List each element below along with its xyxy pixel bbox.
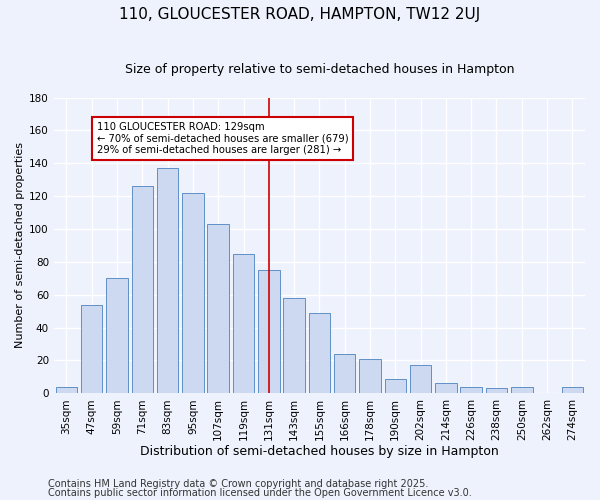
Bar [233,254,254,394]
Bar [131,186,153,394]
Bar [308,313,330,394]
Bar [182,193,203,394]
Text: 110, GLOUCESTER ROAD, HAMPTON, TW12 2UJ: 110, GLOUCESTER ROAD, HAMPTON, TW12 2UJ [119,8,481,22]
Title: Size of property relative to semi-detached houses in Hampton: Size of property relative to semi-detach… [125,62,514,76]
Y-axis label: Number of semi-detached properties: Number of semi-detached properties [15,142,25,348]
Bar [283,298,305,394]
Bar [106,278,128,394]
Text: Contains public sector information licensed under the Open Government Licence v3: Contains public sector information licen… [48,488,472,498]
Bar [56,387,77,394]
Bar [486,388,507,394]
X-axis label: Distribution of semi-detached houses by size in Hampton: Distribution of semi-detached houses by … [140,444,499,458]
Bar [359,359,381,394]
Bar [511,387,533,394]
Bar [410,366,431,394]
Bar [157,168,178,394]
Bar [208,224,229,394]
Bar [435,384,457,394]
Bar [81,304,103,394]
Text: Contains HM Land Registry data © Crown copyright and database right 2025.: Contains HM Land Registry data © Crown c… [48,479,428,489]
Bar [258,270,280,394]
Text: 110 GLOUCESTER ROAD: 129sqm
← 70% of semi-detached houses are smaller (679)
29% : 110 GLOUCESTER ROAD: 129sqm ← 70% of sem… [97,122,349,156]
Bar [385,378,406,394]
Bar [460,387,482,394]
Bar [562,387,583,394]
Bar [334,354,355,394]
